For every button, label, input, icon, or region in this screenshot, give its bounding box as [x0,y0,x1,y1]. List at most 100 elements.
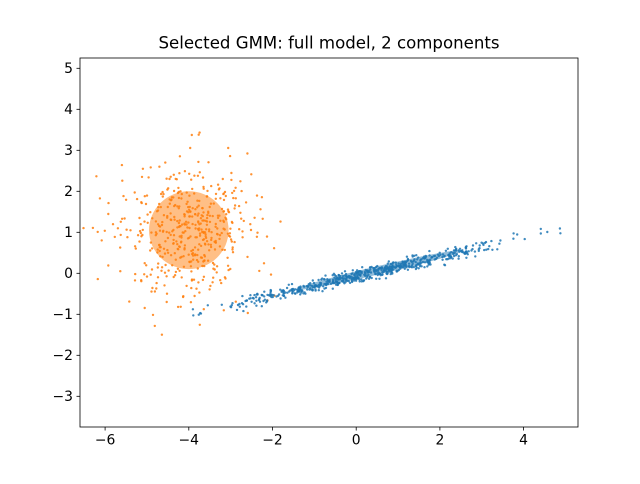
data-point [410,266,414,269]
data-point [512,237,515,240]
data-point [239,211,242,214]
data-point [107,212,110,216]
data-point [145,264,148,267]
data-point [499,239,502,242]
data-point [164,263,167,267]
data-point [214,197,217,200]
data-point [220,303,223,306]
data-point [234,300,237,303]
data-point [390,271,394,274]
data-point [253,302,256,305]
data-point [362,279,365,282]
data-point [415,254,418,257]
data-point [163,284,166,287]
data-point [144,202,148,206]
data-point [221,177,224,181]
data-point [464,245,468,249]
data-point [255,194,259,197]
data-point [231,248,234,251]
data-point [314,289,317,292]
data-point [256,231,259,234]
data-point [202,275,206,278]
data-point [116,227,120,230]
data-point [141,233,144,237]
data-point [286,291,289,294]
covariance-ellipse-component-blue [295,250,463,290]
data-point [250,173,253,176]
data-point [228,154,232,158]
data-point [317,278,320,282]
data-point [418,265,422,268]
data-point [223,276,227,279]
data-point [222,192,225,195]
data-point [191,187,194,191]
data-point [259,208,262,211]
data-point [457,255,460,258]
data-point [214,192,218,196]
data-point [133,245,137,248]
data-point [249,228,253,232]
data-point [191,308,195,311]
data-point [239,180,242,183]
data-point [134,272,137,276]
data-point [559,232,562,235]
data-point [229,267,232,271]
data-point [190,178,193,181]
data-point [202,308,205,311]
data-point [151,286,154,290]
data-point [426,265,429,268]
data-point [348,281,352,285]
data-point [211,261,215,265]
data-point [146,213,149,216]
data-point [395,270,398,273]
data-point [217,188,221,191]
data-point [126,236,129,239]
data-point [317,289,320,292]
data-point [539,232,542,235]
data-point [138,240,141,243]
data-point [196,174,200,177]
data-point [452,254,456,258]
data-point [244,201,248,204]
axes-spines [79,57,579,428]
data-point [378,277,381,280]
data-point [269,273,273,276]
data-point [197,313,200,316]
data-point [176,267,180,270]
data-point [255,304,258,307]
data-point [252,297,255,300]
data-point [516,233,519,236]
data-point [147,176,150,179]
data-point [260,196,264,199]
data-point [224,194,227,198]
data-point [229,238,233,241]
data-point [133,279,137,282]
data-point [172,275,175,279]
data-point [179,190,182,193]
data-point [512,232,515,235]
data-point [198,323,201,326]
data-point [150,290,153,293]
data-point [223,190,227,194]
data-point [119,270,122,273]
data-point [129,229,132,232]
data-point [260,305,263,308]
data-point [141,167,145,170]
data-point [172,173,175,176]
data-point [145,275,149,278]
data-point [483,248,486,252]
data-point [262,262,266,265]
data-point [254,296,258,299]
data-point [160,269,163,272]
data-point [123,217,126,220]
data-point [237,204,241,208]
data-point [107,201,110,205]
data-point [155,287,158,290]
data-point [498,242,501,245]
data-point [271,295,274,299]
data-point [107,264,110,267]
data-point [354,279,358,282]
data-point [466,253,469,256]
data-point [192,314,195,317]
data-point [324,274,327,277]
